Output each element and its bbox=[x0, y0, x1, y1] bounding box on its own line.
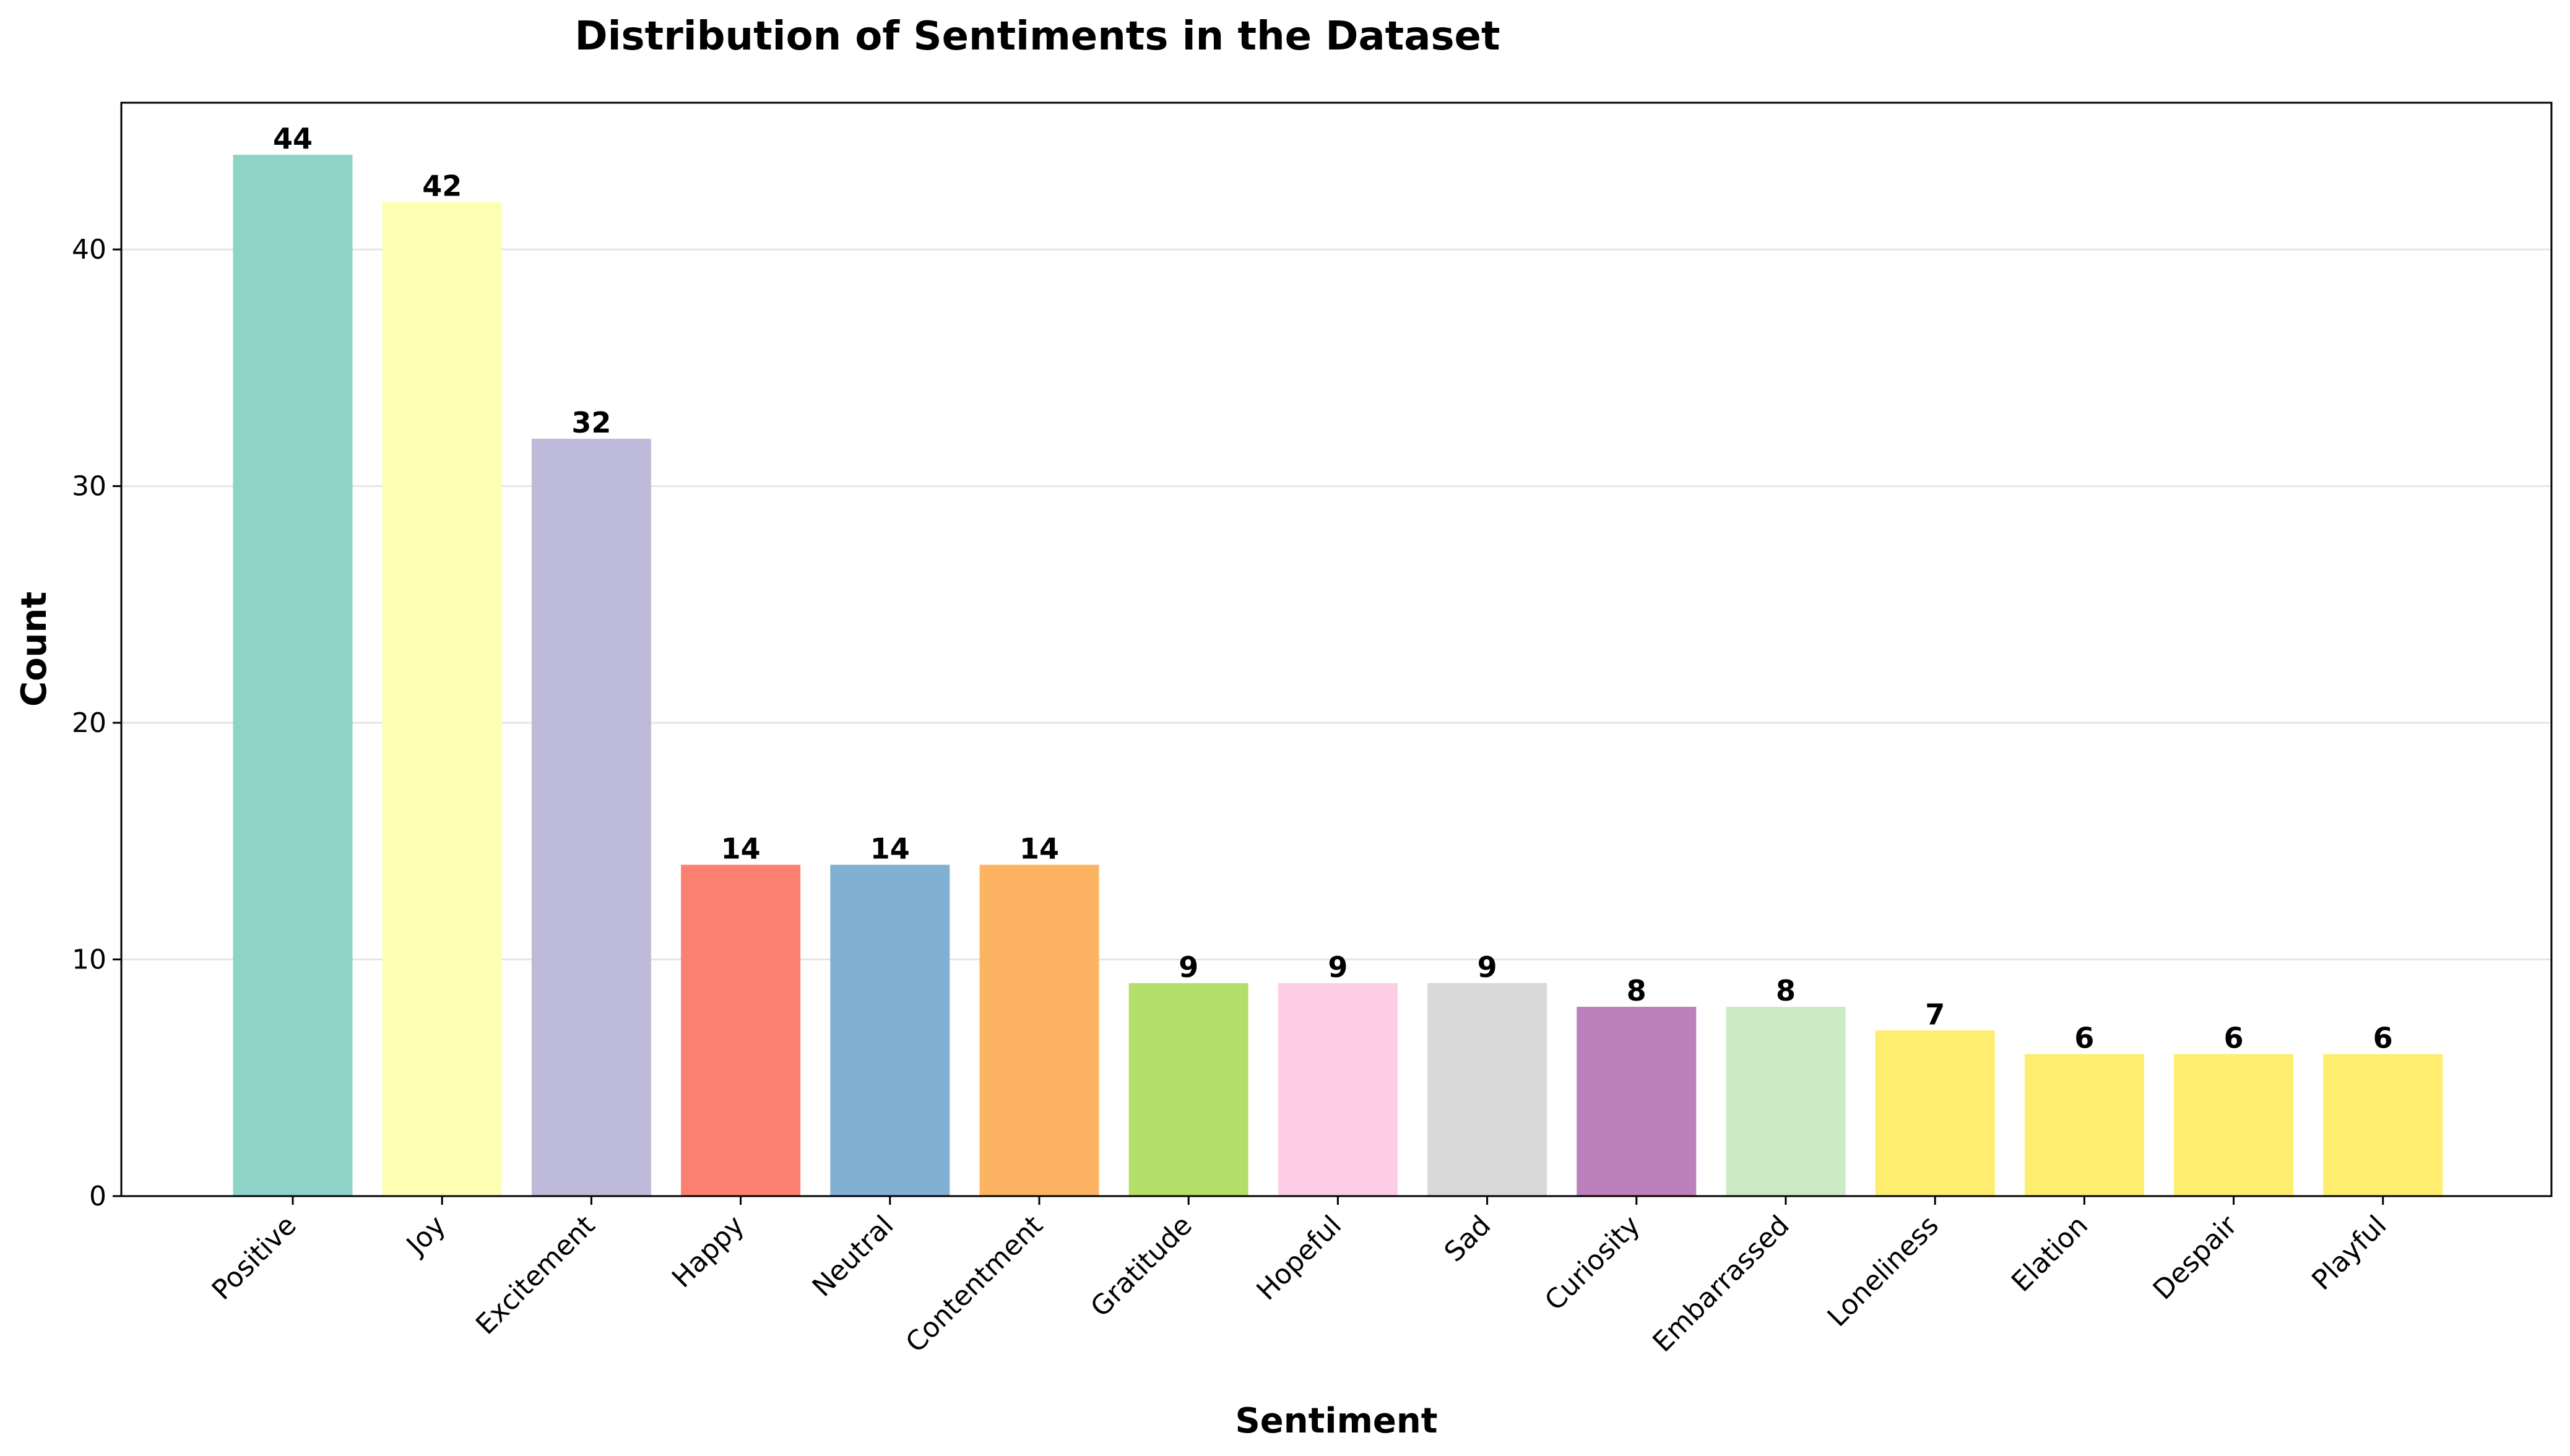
y-tick-label: 40 bbox=[72, 234, 106, 265]
bar-despair bbox=[2174, 1054, 2294, 1196]
x-tick-label: Happy bbox=[666, 1210, 750, 1294]
data-label: 44 bbox=[273, 122, 313, 155]
data-label: 14 bbox=[1019, 832, 1059, 866]
bar-joy bbox=[382, 202, 502, 1196]
data-label: 8 bbox=[1776, 974, 1796, 1007]
y-tick-label: 30 bbox=[72, 471, 106, 502]
y-tick-label: 10 bbox=[72, 944, 106, 976]
data-label: 9 bbox=[1179, 950, 1198, 984]
data-label: 9 bbox=[1328, 950, 1348, 984]
bar-excitement bbox=[531, 439, 651, 1196]
data-label: 8 bbox=[1627, 974, 1646, 1007]
x-tick-label: Elation bbox=[2005, 1210, 2094, 1298]
data-labels-group: 44 42 32 14 14 14 9 9 9 8 8 7 6 6 6 bbox=[273, 122, 2393, 1054]
y-tick-label: 20 bbox=[72, 707, 106, 739]
data-label: 32 bbox=[571, 406, 611, 439]
data-label: 14 bbox=[721, 832, 761, 866]
bar-loneliness bbox=[1875, 1030, 1995, 1196]
x-axis-ticks: Positive Joy Excitement Happy Neutral Content… bbox=[206, 1196, 2393, 1359]
x-tick-label: Gratitude bbox=[1084, 1210, 1198, 1324]
bar-contentment bbox=[979, 864, 1099, 1196]
data-label: 6 bbox=[2074, 1022, 2094, 1055]
bar-playful bbox=[2323, 1054, 2443, 1196]
x-tick-label: Joy bbox=[399, 1210, 452, 1262]
y-axis-ticks: 0 10 20 30 40 bbox=[72, 234, 121, 1212]
x-tick-label: Playful bbox=[2306, 1210, 2392, 1296]
x-tick-label: Despair bbox=[2147, 1209, 2244, 1306]
bar-neutral bbox=[830, 864, 950, 1196]
bar-happy bbox=[681, 864, 801, 1196]
x-tick-label: Positive bbox=[206, 1210, 303, 1306]
grid-lines bbox=[121, 248, 2551, 961]
y-axis-label: Count bbox=[14, 592, 54, 707]
data-label: 42 bbox=[422, 170, 462, 203]
x-tick-label: Sad bbox=[1439, 1210, 1497, 1269]
x-tick-label: Contentment bbox=[900, 1210, 1049, 1359]
bar-gratitude bbox=[1128, 983, 1248, 1196]
plot-frame bbox=[120, 101, 2553, 1197]
bar-hopeful bbox=[1278, 983, 1398, 1196]
data-label: 6 bbox=[2224, 1022, 2244, 1055]
data-label: 9 bbox=[1478, 950, 1497, 984]
data-label: 6 bbox=[2373, 1022, 2393, 1055]
x-tick-label: Loneliness bbox=[1822, 1210, 1945, 1333]
bars-group bbox=[233, 155, 2443, 1197]
y-tick-label: 0 bbox=[89, 1181, 106, 1212]
x-tick-label: Neutral bbox=[807, 1210, 900, 1303]
bar-elation bbox=[2024, 1054, 2144, 1196]
x-tick-label: Embarrassed bbox=[1647, 1210, 1796, 1358]
bar-embarrassed bbox=[1726, 1007, 1846, 1196]
bar-sad bbox=[1427, 983, 1547, 1196]
data-label: 7 bbox=[1925, 997, 1945, 1031]
x-tick-label: Hopeful bbox=[1250, 1210, 1348, 1307]
bar-curiosity bbox=[1577, 1007, 1697, 1196]
chart-title: Distribution of Sentiments in the Datase… bbox=[574, 14, 1500, 59]
data-label: 14 bbox=[870, 832, 910, 866]
bar-positive bbox=[233, 155, 353, 1197]
x-tick-label: Curiosity bbox=[1539, 1210, 1646, 1317]
x-axis-label: Sentiment bbox=[1235, 1401, 1437, 1441]
x-tick-label: Excitement bbox=[470, 1210, 601, 1341]
